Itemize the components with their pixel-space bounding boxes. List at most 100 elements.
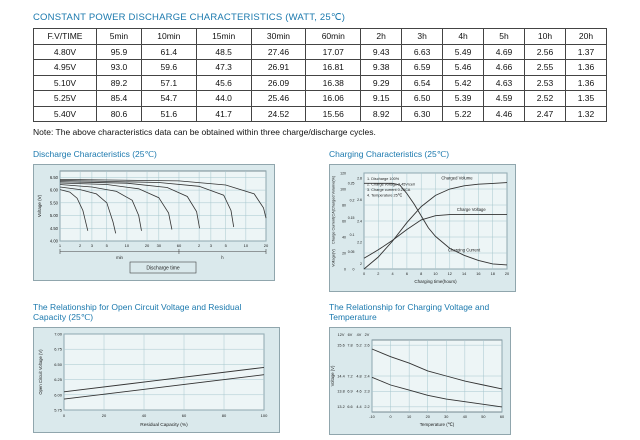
time-header-cell: 60min <box>305 28 362 45</box>
watt-value-cell: 4.69 <box>483 43 525 60</box>
watt-value-cell: 61.4 <box>140 43 197 60</box>
svg-text:2.6: 2.6 <box>364 343 369 347</box>
watt-value-cell: 1.37 <box>564 43 608 60</box>
watt-value-cell: 54.7 <box>140 90 197 107</box>
svg-text:Residual Capacity (%): Residual Capacity (%) <box>140 422 188 428</box>
watt-value-cell: 5.42 <box>442 74 485 91</box>
svg-text:2.2: 2.2 <box>357 240 362 244</box>
svg-text:4.6: 4.6 <box>356 390 361 394</box>
watt-value-cell: 41.7 <box>195 105 252 122</box>
svg-text:10: 10 <box>244 243 249 248</box>
svg-text:6.50: 6.50 <box>54 362 63 367</box>
svg-text:-10: -10 <box>369 415 375 419</box>
svg-text:8: 8 <box>420 272 422 276</box>
svg-text:2.8: 2.8 <box>357 176 362 180</box>
watt-value-cell: 57.1 <box>140 74 197 91</box>
watt-value-cell: 1.35 <box>564 90 608 107</box>
svg-text:5.2: 5.2 <box>356 343 361 347</box>
watt-value-cell: 6.59 <box>401 59 444 76</box>
time-header-cell: 15min <box>195 28 252 45</box>
section-open-circuit-voltage: The Relationship for Open Circuit Voltag… <box>33 302 309 435</box>
fv-time-header-cell: F.V/TIME <box>33 28 97 45</box>
watt-value-cell: 15.56 <box>305 105 362 122</box>
svg-text:40: 40 <box>142 413 147 418</box>
svg-text:Charged Volume: Charged Volume <box>441 175 473 180</box>
svg-text:Charging Current: Charging Current <box>448 247 481 252</box>
table-head: F.V/TIME 5min 10min 15min 30min 60min 2h 3h 4h 5h… <box>33 28 608 45</box>
svg-text:20: 20 <box>426 415 430 419</box>
svg-text:2: 2 <box>377 272 379 276</box>
svg-text:15.6: 15.6 <box>337 343 344 347</box>
watt-value-cell: 4.46 <box>483 105 525 122</box>
svg-text:30: 30 <box>444 415 448 419</box>
svg-text:0: 0 <box>353 267 355 271</box>
watt-value-cell: 4.63 <box>483 74 525 91</box>
svg-text:2: 2 <box>360 262 362 266</box>
svg-text:2.4: 2.4 <box>364 374 369 378</box>
svg-text:14.4: 14.4 <box>337 374 344 378</box>
svg-text:100: 100 <box>261 413 268 418</box>
svg-text:4.4: 4.4 <box>356 405 361 409</box>
svg-text:3: 3 <box>210 243 213 248</box>
watt-value-cell: 80.6 <box>96 105 142 122</box>
watt-value-cell: 5.49 <box>442 43 485 60</box>
watt-value-cell: 47.3 <box>195 59 252 76</box>
svg-text:20: 20 <box>505 272 509 276</box>
svg-text:60: 60 <box>182 413 187 418</box>
svg-text:h: h <box>221 255 224 260</box>
svg-text:5: 5 <box>106 243 109 248</box>
watt-value-cell: 9.29 <box>360 74 403 91</box>
svg-text:5.00: 5.00 <box>50 213 59 218</box>
svg-text:60: 60 <box>500 415 504 419</box>
svg-text:4.00: 4.00 <box>50 238 59 243</box>
time-header-cell: 10min <box>140 28 197 45</box>
svg-text:0: 0 <box>63 413 66 418</box>
svg-text:0: 0 <box>390 415 392 419</box>
watt-value-cell: 9.43 <box>360 43 403 60</box>
watt-value-cell: 45.6 <box>195 74 252 91</box>
watt-value-cell: 25.46 <box>250 90 307 107</box>
section-title-discharge: Discharge Characteristics (25℃) <box>33 149 157 159</box>
svg-text:50: 50 <box>481 415 485 419</box>
svg-text:2: 2 <box>79 243 82 248</box>
svg-text:1: 1 <box>59 243 62 248</box>
watt-value-cell: 6.63 <box>401 43 444 60</box>
svg-text:100: 100 <box>340 187 346 191</box>
svg-text:20: 20 <box>145 243 150 248</box>
watt-value-cell: 4.66 <box>483 59 525 76</box>
ocv-residual-capacity-chart: 7.00 6.75 6.50 6.25 6.00 5.750 20 40 60 80 100 Resi… <box>33 326 280 433</box>
watt-value-cell: 5.39 <box>442 90 485 107</box>
section-discharge-characteristics: Discharge Characteristics (25℃) 6.50 6.00… <box>33 149 309 292</box>
svg-text:60: 60 <box>177 243 182 248</box>
svg-text:12: 12 <box>448 272 452 276</box>
watt-value-cell: 9.15 <box>360 90 403 107</box>
svg-text:0.1: 0.1 <box>350 233 355 237</box>
table-row: 4.80V 95.9 61.4 48.5 27.46 17.07 9.43 6.63 5.49 4… <box>33 43 608 60</box>
svg-text:2. Charge voltage 2.45V/cell: 2. Charge voltage 2.45V/cell <box>367 182 415 186</box>
svg-text:0.25: 0.25 <box>348 181 355 185</box>
axis-labels: 6.50 6.00 5.50 5.00 4.50 4.001 2 3 5 10 20 30 60 2 3 5 1… <box>37 175 269 272</box>
series <box>363 181 508 269</box>
svg-text:6.9: 6.9 <box>347 390 352 394</box>
svg-text:18: 18 <box>491 272 495 276</box>
fv-cell: 5.40V <box>33 105 97 122</box>
svg-text:10: 10 <box>433 272 437 276</box>
watt-value-cell: 51.6 <box>140 105 197 122</box>
section-title-temp: The Relationship for Charging Voltage an… <box>329 301 490 323</box>
svg-text:6.6: 6.6 <box>347 405 352 409</box>
svg-text:12V: 12V <box>338 333 345 337</box>
svg-text:14: 14 <box>462 272 466 276</box>
svg-text:20: 20 <box>342 251 346 255</box>
svg-text:5: 5 <box>225 243 228 248</box>
time-header-cell: 2h <box>360 28 403 45</box>
watt-value-cell: 5.46 <box>442 59 485 76</box>
watt-value-cell: 1.36 <box>564 74 608 91</box>
svg-text:Discharge time: Discharge time <box>146 265 180 271</box>
time-header-cell: 30min <box>250 28 307 45</box>
svg-text:0: 0 <box>363 272 365 276</box>
watt-value-cell: 48.5 <box>195 43 252 60</box>
svg-text:60: 60 <box>342 219 346 223</box>
watt-value-cell: 44.0 <box>195 90 252 107</box>
svg-text:40: 40 <box>342 235 346 239</box>
